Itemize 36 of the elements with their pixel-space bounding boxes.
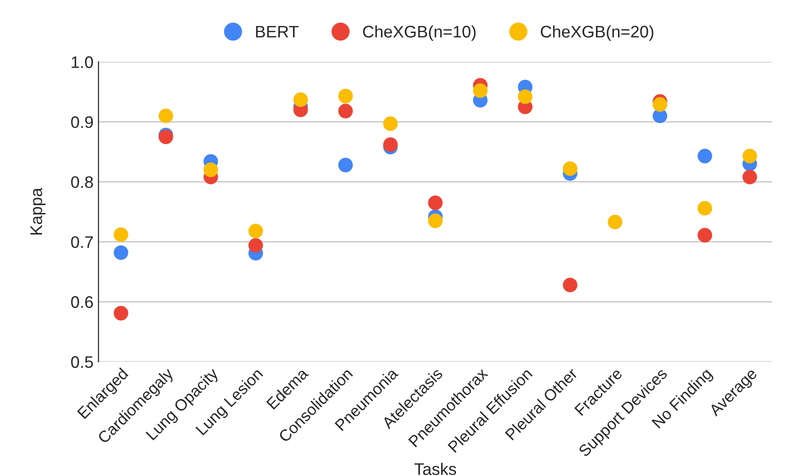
point [473, 83, 488, 98]
point [248, 224, 263, 238]
point [742, 170, 758, 184]
point [248, 238, 263, 253]
y-axis-title: Kappa [30, 188, 46, 235]
legend-label: BERT [256, 26, 298, 38]
point [428, 214, 443, 228]
point [518, 89, 532, 104]
legend-label: CheXGB(n=10) [363, 25, 476, 41]
point [428, 196, 443, 210]
point [204, 162, 218, 178]
point [338, 158, 353, 172]
point [293, 92, 308, 107]
point [114, 245, 128, 260]
point [114, 227, 128, 242]
point [608, 214, 622, 230]
point [742, 148, 758, 164]
y-tick-label: 0.7 [71, 236, 93, 248]
y-tick-label: 0.6 [71, 296, 93, 308]
point [158, 108, 174, 124]
point [114, 306, 128, 320]
x-axis-title: Tasks [414, 462, 456, 476]
point [652, 97, 668, 112]
point [383, 116, 398, 131]
y-tick-label: 0.9 [71, 116, 93, 128]
point [338, 104, 353, 118]
y-tick-label: 1.0 [72, 56, 93, 68]
point [698, 228, 712, 242]
y-tick-label: 0.5 [71, 356, 93, 368]
point [562, 161, 578, 176]
point [338, 88, 353, 104]
point [698, 200, 712, 216]
legend-label: CheXGB(n=20) [540, 25, 654, 41]
point [698, 148, 712, 164]
point [562, 278, 578, 292]
y-tick-label: 0.8 [71, 176, 93, 188]
